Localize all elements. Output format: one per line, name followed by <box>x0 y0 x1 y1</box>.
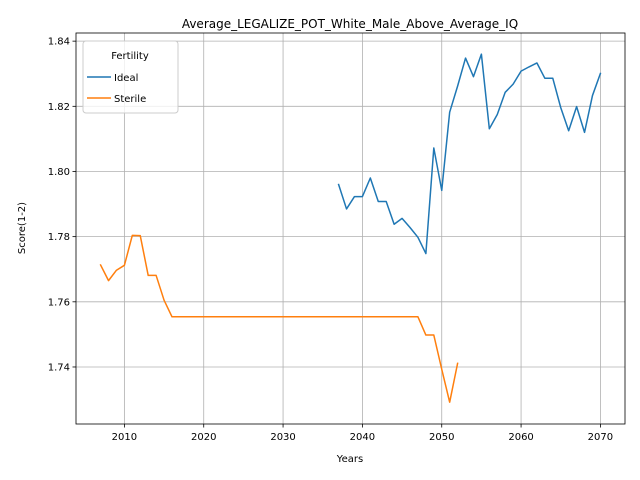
x-tick-label: 2030 <box>270 432 295 443</box>
x-tick-label: 2020 <box>191 432 216 443</box>
x-tick-label: 2040 <box>350 432 375 443</box>
x-axis: 2010 2020 2030 2040 2050 2060 2070 <box>112 424 613 443</box>
series-line-sterile <box>99 234 459 403</box>
x-axis-label: Years <box>336 454 363 465</box>
y-tick-label: 1.76 <box>48 297 70 308</box>
x-tick-label: 2050 <box>429 432 454 443</box>
x-tick-label: 2070 <box>588 432 613 443</box>
legend-title: Fertility <box>111 51 149 62</box>
series-layer <box>99 53 602 403</box>
legend-label-sterile: Sterile <box>114 94 146 105</box>
plot-frame <box>75 32 626 425</box>
y-tick-label: 1.82 <box>48 102 70 113</box>
y-axis: 1.74 1.76 1.78 1.80 1.82 1.84 <box>48 37 76 373</box>
series-line-ideal <box>337 53 602 255</box>
legend-label-ideal: Ideal <box>114 73 138 84</box>
legend-box <box>82 40 179 114</box>
y-tick-label: 1.78 <box>48 232 70 243</box>
y-axis-label: Score(1-2) <box>17 202 28 254</box>
legend: Fertility Ideal Sterile <box>82 40 179 114</box>
x-tick-label: 2060 <box>508 432 533 443</box>
x-tick-label: 2010 <box>112 432 137 443</box>
chart-title: Average_LEGALIZE_POT_White_Male_Above_Av… <box>182 17 518 31</box>
y-tick-label: 1.74 <box>48 362 70 373</box>
grid-lines <box>76 33 625 424</box>
y-tick-label: 1.80 <box>48 167 70 178</box>
y-tick-label: 1.84 <box>48 37 70 48</box>
